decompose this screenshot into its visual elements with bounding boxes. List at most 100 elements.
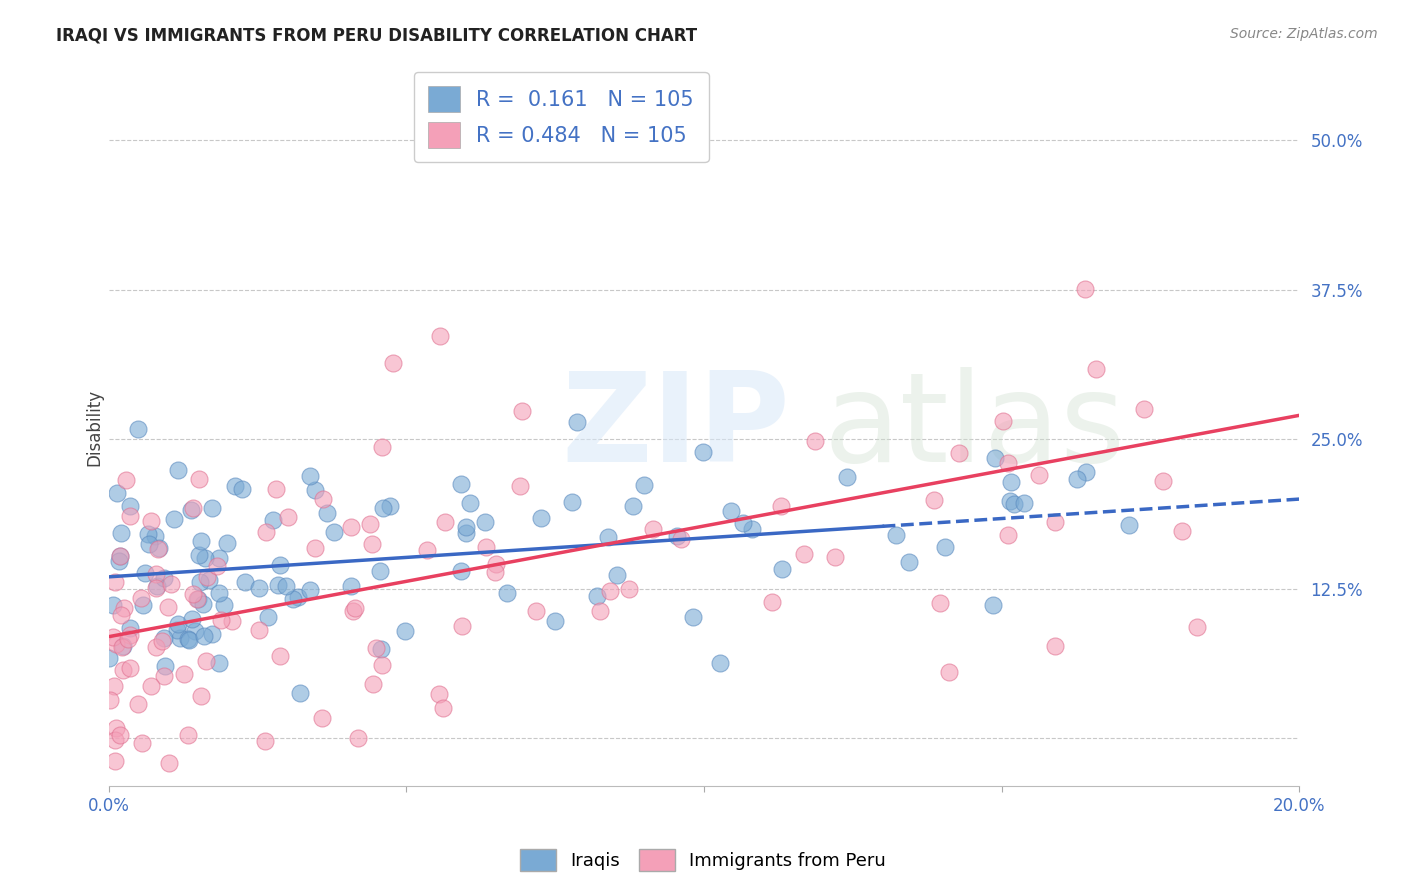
Point bbox=[669, 532, 692, 546]
Point bbox=[143, 529, 166, 543]
Point bbox=[110, 607, 132, 622]
Point bbox=[262, 512, 284, 526]
Point bbox=[101, 598, 124, 612]
Point bbox=[1028, 468, 1050, 483]
Point bbox=[370, 641, 392, 656]
Point bbox=[371, 440, 394, 454]
Point bbox=[136, 526, 159, 541]
Point bbox=[991, 414, 1014, 428]
Point bbox=[427, 687, 450, 701]
Point bbox=[209, 613, 232, 627]
Point bbox=[112, 663, 135, 677]
Point bbox=[146, 542, 169, 557]
Point bbox=[264, 482, 287, 496]
Point bbox=[665, 529, 688, 543]
Point bbox=[118, 499, 141, 513]
Point bbox=[1002, 497, 1025, 511]
Point bbox=[641, 523, 664, 537]
Point bbox=[201, 626, 224, 640]
Point bbox=[682, 610, 704, 624]
Text: atlas: atlas bbox=[823, 367, 1125, 488]
Point bbox=[110, 526, 132, 541]
Point bbox=[139, 515, 162, 529]
Point bbox=[596, 530, 619, 544]
Text: Source: ZipAtlas.com: Source: ZipAtlas.com bbox=[1230, 27, 1378, 41]
Point bbox=[371, 658, 394, 673]
Point bbox=[997, 456, 1019, 470]
Point bbox=[621, 500, 644, 514]
Point bbox=[586, 589, 609, 603]
Point bbox=[146, 579, 169, 593]
Point bbox=[186, 591, 208, 606]
Point bbox=[162, 512, 184, 526]
Point bbox=[120, 661, 142, 675]
Point bbox=[145, 567, 167, 582]
Point bbox=[432, 701, 454, 715]
Point bbox=[304, 541, 326, 556]
Point bbox=[340, 579, 363, 593]
Point bbox=[709, 656, 731, 670]
Point bbox=[938, 665, 960, 680]
Point bbox=[599, 584, 621, 599]
Point bbox=[108, 554, 131, 568]
Point bbox=[127, 697, 149, 711]
Point bbox=[274, 578, 297, 592]
Point bbox=[235, 575, 257, 590]
Point bbox=[371, 500, 394, 515]
Point bbox=[804, 434, 827, 448]
Point bbox=[188, 574, 211, 589]
Point bbox=[120, 621, 142, 635]
Point bbox=[343, 601, 366, 615]
Point bbox=[984, 450, 1007, 465]
Point bbox=[277, 510, 299, 524]
Point bbox=[544, 614, 567, 628]
Point bbox=[884, 528, 907, 542]
Point bbox=[191, 597, 214, 611]
Point bbox=[217, 536, 239, 550]
Point bbox=[224, 479, 246, 493]
Point bbox=[315, 506, 337, 520]
Point bbox=[98, 693, 121, 707]
Point bbox=[177, 632, 200, 647]
Point bbox=[148, 541, 170, 555]
Point bbox=[103, 754, 125, 768]
Point bbox=[1043, 516, 1066, 530]
Point bbox=[589, 604, 612, 618]
Point bbox=[112, 639, 135, 653]
Legend: R =  0.161   N = 105, R = 0.484   N = 105: R = 0.161 N = 105, R = 0.484 N = 105 bbox=[413, 71, 709, 162]
Point bbox=[166, 623, 188, 637]
Point bbox=[194, 654, 217, 668]
Point bbox=[793, 548, 815, 562]
Point bbox=[633, 478, 655, 492]
Point bbox=[429, 328, 451, 343]
Point bbox=[138, 537, 160, 551]
Point bbox=[288, 686, 311, 700]
Point bbox=[368, 564, 391, 578]
Point bbox=[153, 668, 176, 682]
Point bbox=[177, 632, 200, 647]
Point bbox=[1118, 518, 1140, 533]
Point bbox=[1012, 495, 1035, 509]
Point bbox=[312, 491, 335, 506]
Point bbox=[145, 582, 167, 596]
Point bbox=[1084, 362, 1107, 376]
Point bbox=[509, 479, 531, 493]
Point bbox=[156, 600, 179, 615]
Point bbox=[207, 558, 229, 573]
Point bbox=[741, 523, 763, 537]
Point bbox=[484, 565, 506, 579]
Point bbox=[298, 469, 321, 483]
Point bbox=[129, 591, 152, 605]
Point bbox=[103, 679, 125, 693]
Point bbox=[474, 516, 496, 530]
Point bbox=[183, 624, 205, 638]
Point bbox=[382, 356, 405, 370]
Text: ZIP: ZIP bbox=[561, 367, 790, 488]
Point bbox=[281, 591, 304, 606]
Point bbox=[115, 473, 138, 487]
Point bbox=[110, 728, 132, 742]
Point bbox=[190, 533, 212, 548]
Point bbox=[231, 482, 253, 496]
Point bbox=[153, 632, 176, 646]
Point bbox=[104, 637, 127, 651]
